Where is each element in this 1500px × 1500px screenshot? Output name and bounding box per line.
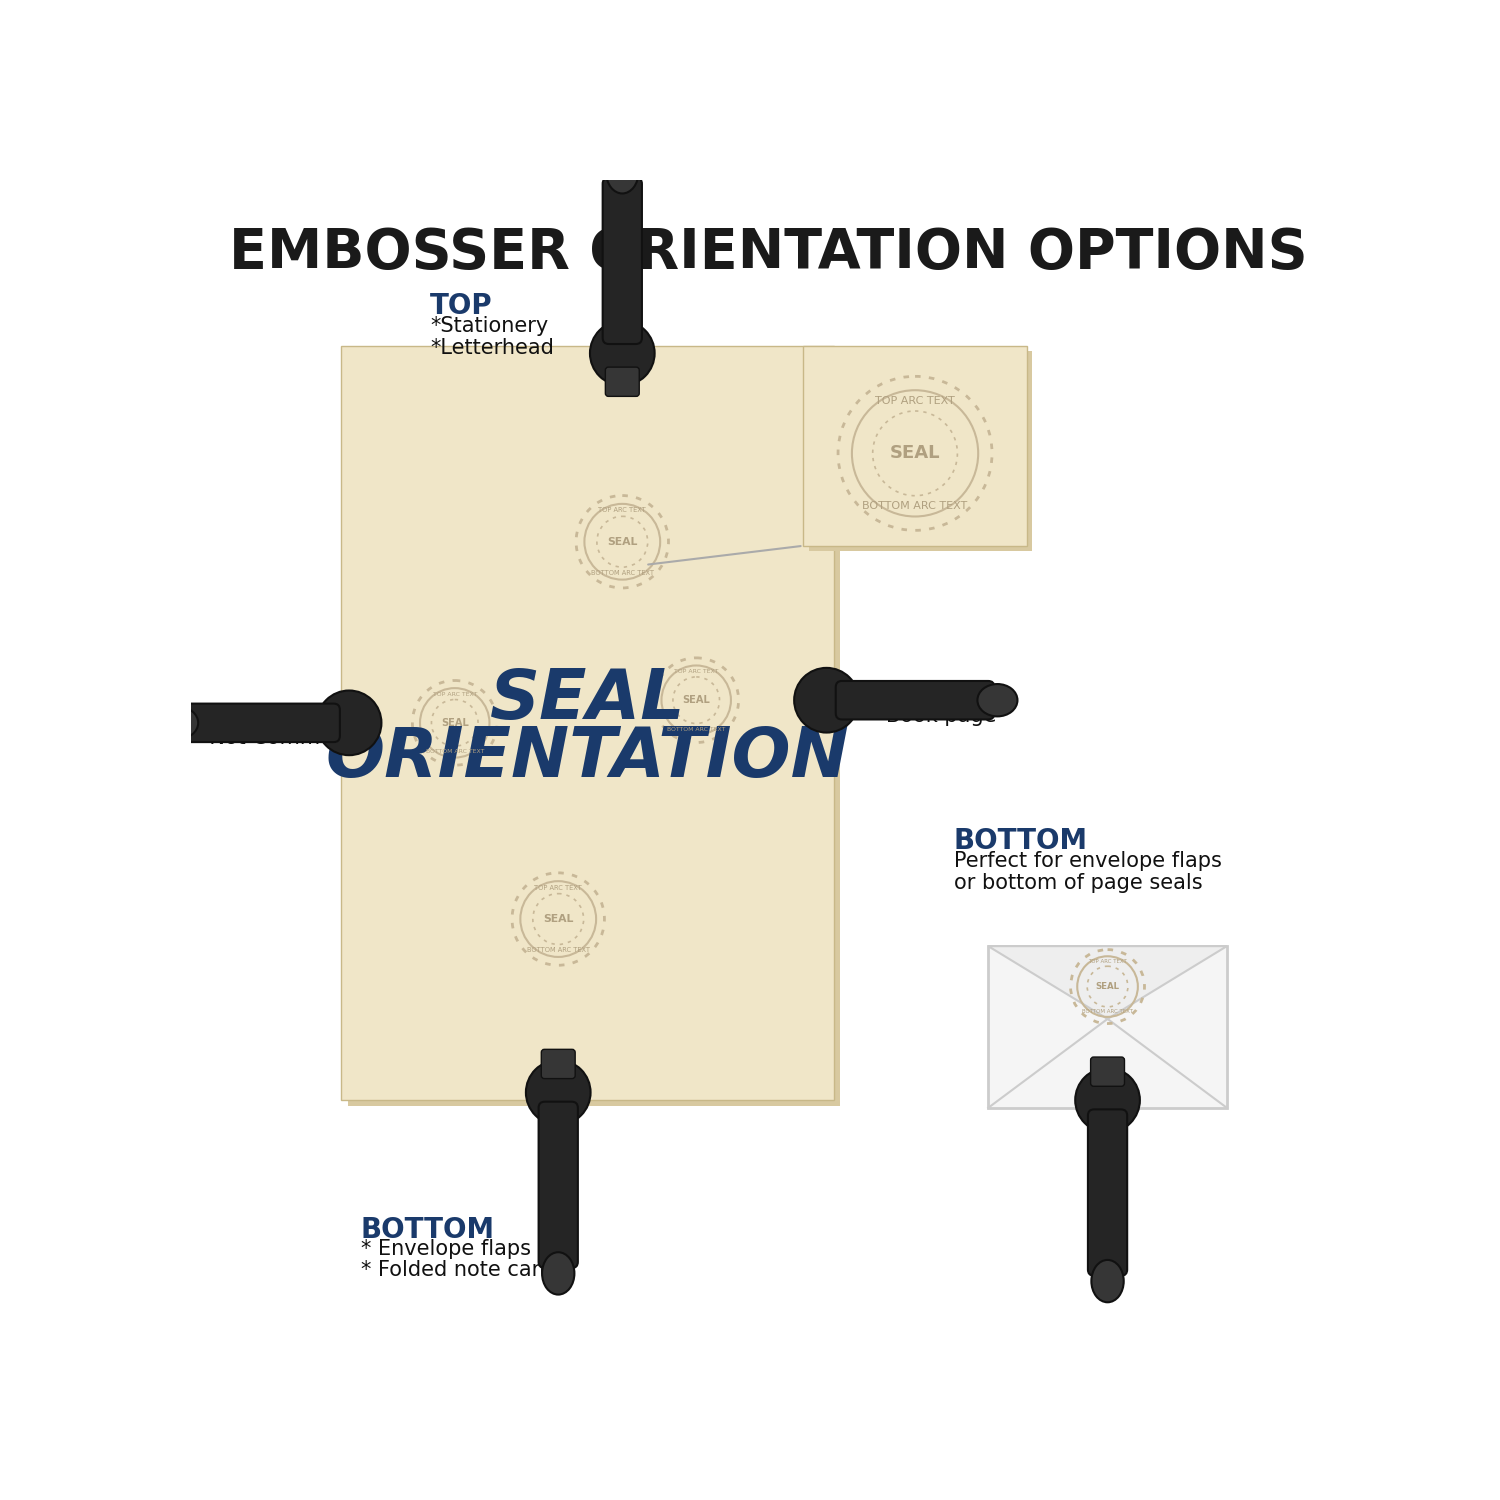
Text: LEFT: LEFT (200, 704, 273, 732)
Text: SEAL: SEAL (441, 718, 468, 728)
FancyBboxPatch shape (348, 351, 840, 1107)
FancyBboxPatch shape (1088, 1110, 1126, 1275)
Text: TOP ARC TEXT: TOP ARC TEXT (1088, 958, 1126, 964)
FancyBboxPatch shape (308, 706, 334, 740)
Text: * Envelope flaps: * Envelope flaps (360, 1239, 531, 1258)
Text: BOTTOM: BOTTOM (954, 827, 1088, 855)
Text: BOTTOM ARC TEXT: BOTTOM ARC TEXT (426, 748, 484, 754)
Polygon shape (988, 946, 1227, 1018)
Ellipse shape (542, 1252, 574, 1294)
Text: BOTTOM ARC TEXT: BOTTOM ARC TEXT (1082, 1010, 1132, 1014)
Text: SEAL: SEAL (1095, 982, 1119, 992)
FancyBboxPatch shape (342, 345, 834, 1100)
FancyBboxPatch shape (603, 177, 642, 344)
Text: or bottom of page seals: or bottom of page seals (954, 873, 1202, 892)
Text: TOP ARC TEXT: TOP ARC TEXT (598, 507, 646, 513)
Text: SEAL: SEAL (682, 694, 709, 705)
Text: TOP ARC TEXT: TOP ARC TEXT (534, 885, 582, 891)
Text: *Not Common: *Not Common (200, 728, 346, 748)
Text: TOP ARC TEXT: TOP ARC TEXT (674, 669, 718, 674)
FancyBboxPatch shape (606, 368, 639, 396)
Text: EMBOSSER ORIENTATION OPTIONS: EMBOSSER ORIENTATION OPTIONS (230, 226, 1308, 280)
Circle shape (526, 1060, 591, 1125)
Ellipse shape (1092, 1260, 1124, 1302)
Text: Perfect for envelope flaps: Perfect for envelope flaps (954, 852, 1221, 871)
FancyBboxPatch shape (836, 681, 995, 720)
Text: SEAL: SEAL (890, 444, 940, 462)
FancyBboxPatch shape (1090, 1058, 1125, 1086)
Text: ORIENTATION: ORIENTATION (326, 724, 849, 790)
Text: BOTTOM: BOTTOM (360, 1215, 495, 1243)
Ellipse shape (606, 152, 639, 194)
Ellipse shape (158, 706, 198, 740)
Text: *Letterhead: *Letterhead (430, 338, 554, 358)
FancyBboxPatch shape (840, 684, 868, 717)
Text: SEAL: SEAL (543, 914, 573, 924)
Text: SEAL: SEAL (490, 666, 686, 734)
FancyBboxPatch shape (182, 704, 340, 742)
Text: TOP ARC TEXT: TOP ARC TEXT (874, 396, 956, 406)
Text: TOP: TOP (430, 291, 492, 320)
Text: BOTTOM ARC TEXT: BOTTOM ARC TEXT (526, 948, 590, 954)
Text: *Stationery: *Stationery (430, 316, 548, 336)
Circle shape (316, 690, 381, 754)
Circle shape (794, 668, 859, 732)
FancyBboxPatch shape (804, 345, 1026, 546)
FancyBboxPatch shape (542, 1050, 574, 1078)
Text: RIGHT: RIGHT (868, 681, 964, 710)
Ellipse shape (978, 684, 1017, 717)
FancyBboxPatch shape (808, 351, 1032, 550)
Text: SEAL: SEAL (608, 537, 638, 546)
FancyBboxPatch shape (988, 946, 1227, 1108)
Circle shape (1076, 1068, 1140, 1132)
FancyBboxPatch shape (538, 1101, 578, 1268)
Text: BOTTOM ARC TEXT: BOTTOM ARC TEXT (668, 726, 726, 732)
Text: * Folded note cards: * Folded note cards (360, 1260, 564, 1281)
Text: TOP ARC TEXT: TOP ARC TEXT (432, 692, 477, 696)
Text: * Book page: * Book page (868, 705, 996, 726)
Text: BOTTOM ARC TEXT: BOTTOM ARC TEXT (862, 501, 968, 510)
Text: BOTTOM ARC TEXT: BOTTOM ARC TEXT (591, 570, 654, 576)
Circle shape (590, 321, 654, 386)
